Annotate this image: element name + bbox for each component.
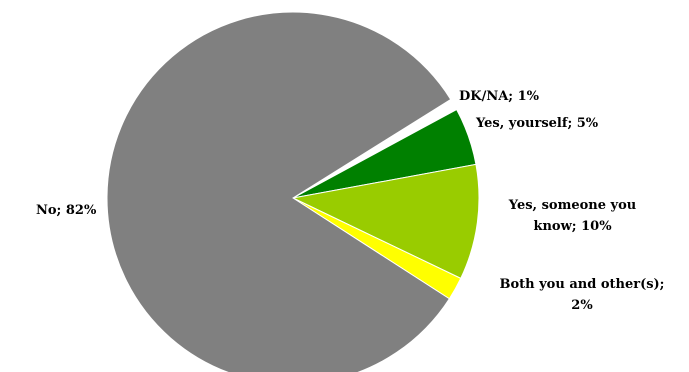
label-no: No; 82% — [36, 203, 97, 218]
label-both-line1: Both you and other(s); — [499, 277, 665, 292]
pie-slice-2 — [291, 163, 480, 280]
label-yes-someone-line1: Yes, someone you — [508, 198, 637, 213]
label-dkna: DK/NA; 1% — [459, 89, 540, 104]
pie-slice-4 — [106, 11, 452, 372]
label-yes-someone: Yes, someone you know; 10% — [485, 195, 660, 237]
label-both-line2: 2% — [571, 298, 593, 313]
label-yes-yourself: Yes, yourself; 5% — [476, 116, 599, 131]
pie-slices — [106, 11, 480, 372]
label-yes-someone-line2: know; 10% — [533, 219, 612, 234]
label-both: Both you and other(s); 2% — [492, 274, 672, 316]
